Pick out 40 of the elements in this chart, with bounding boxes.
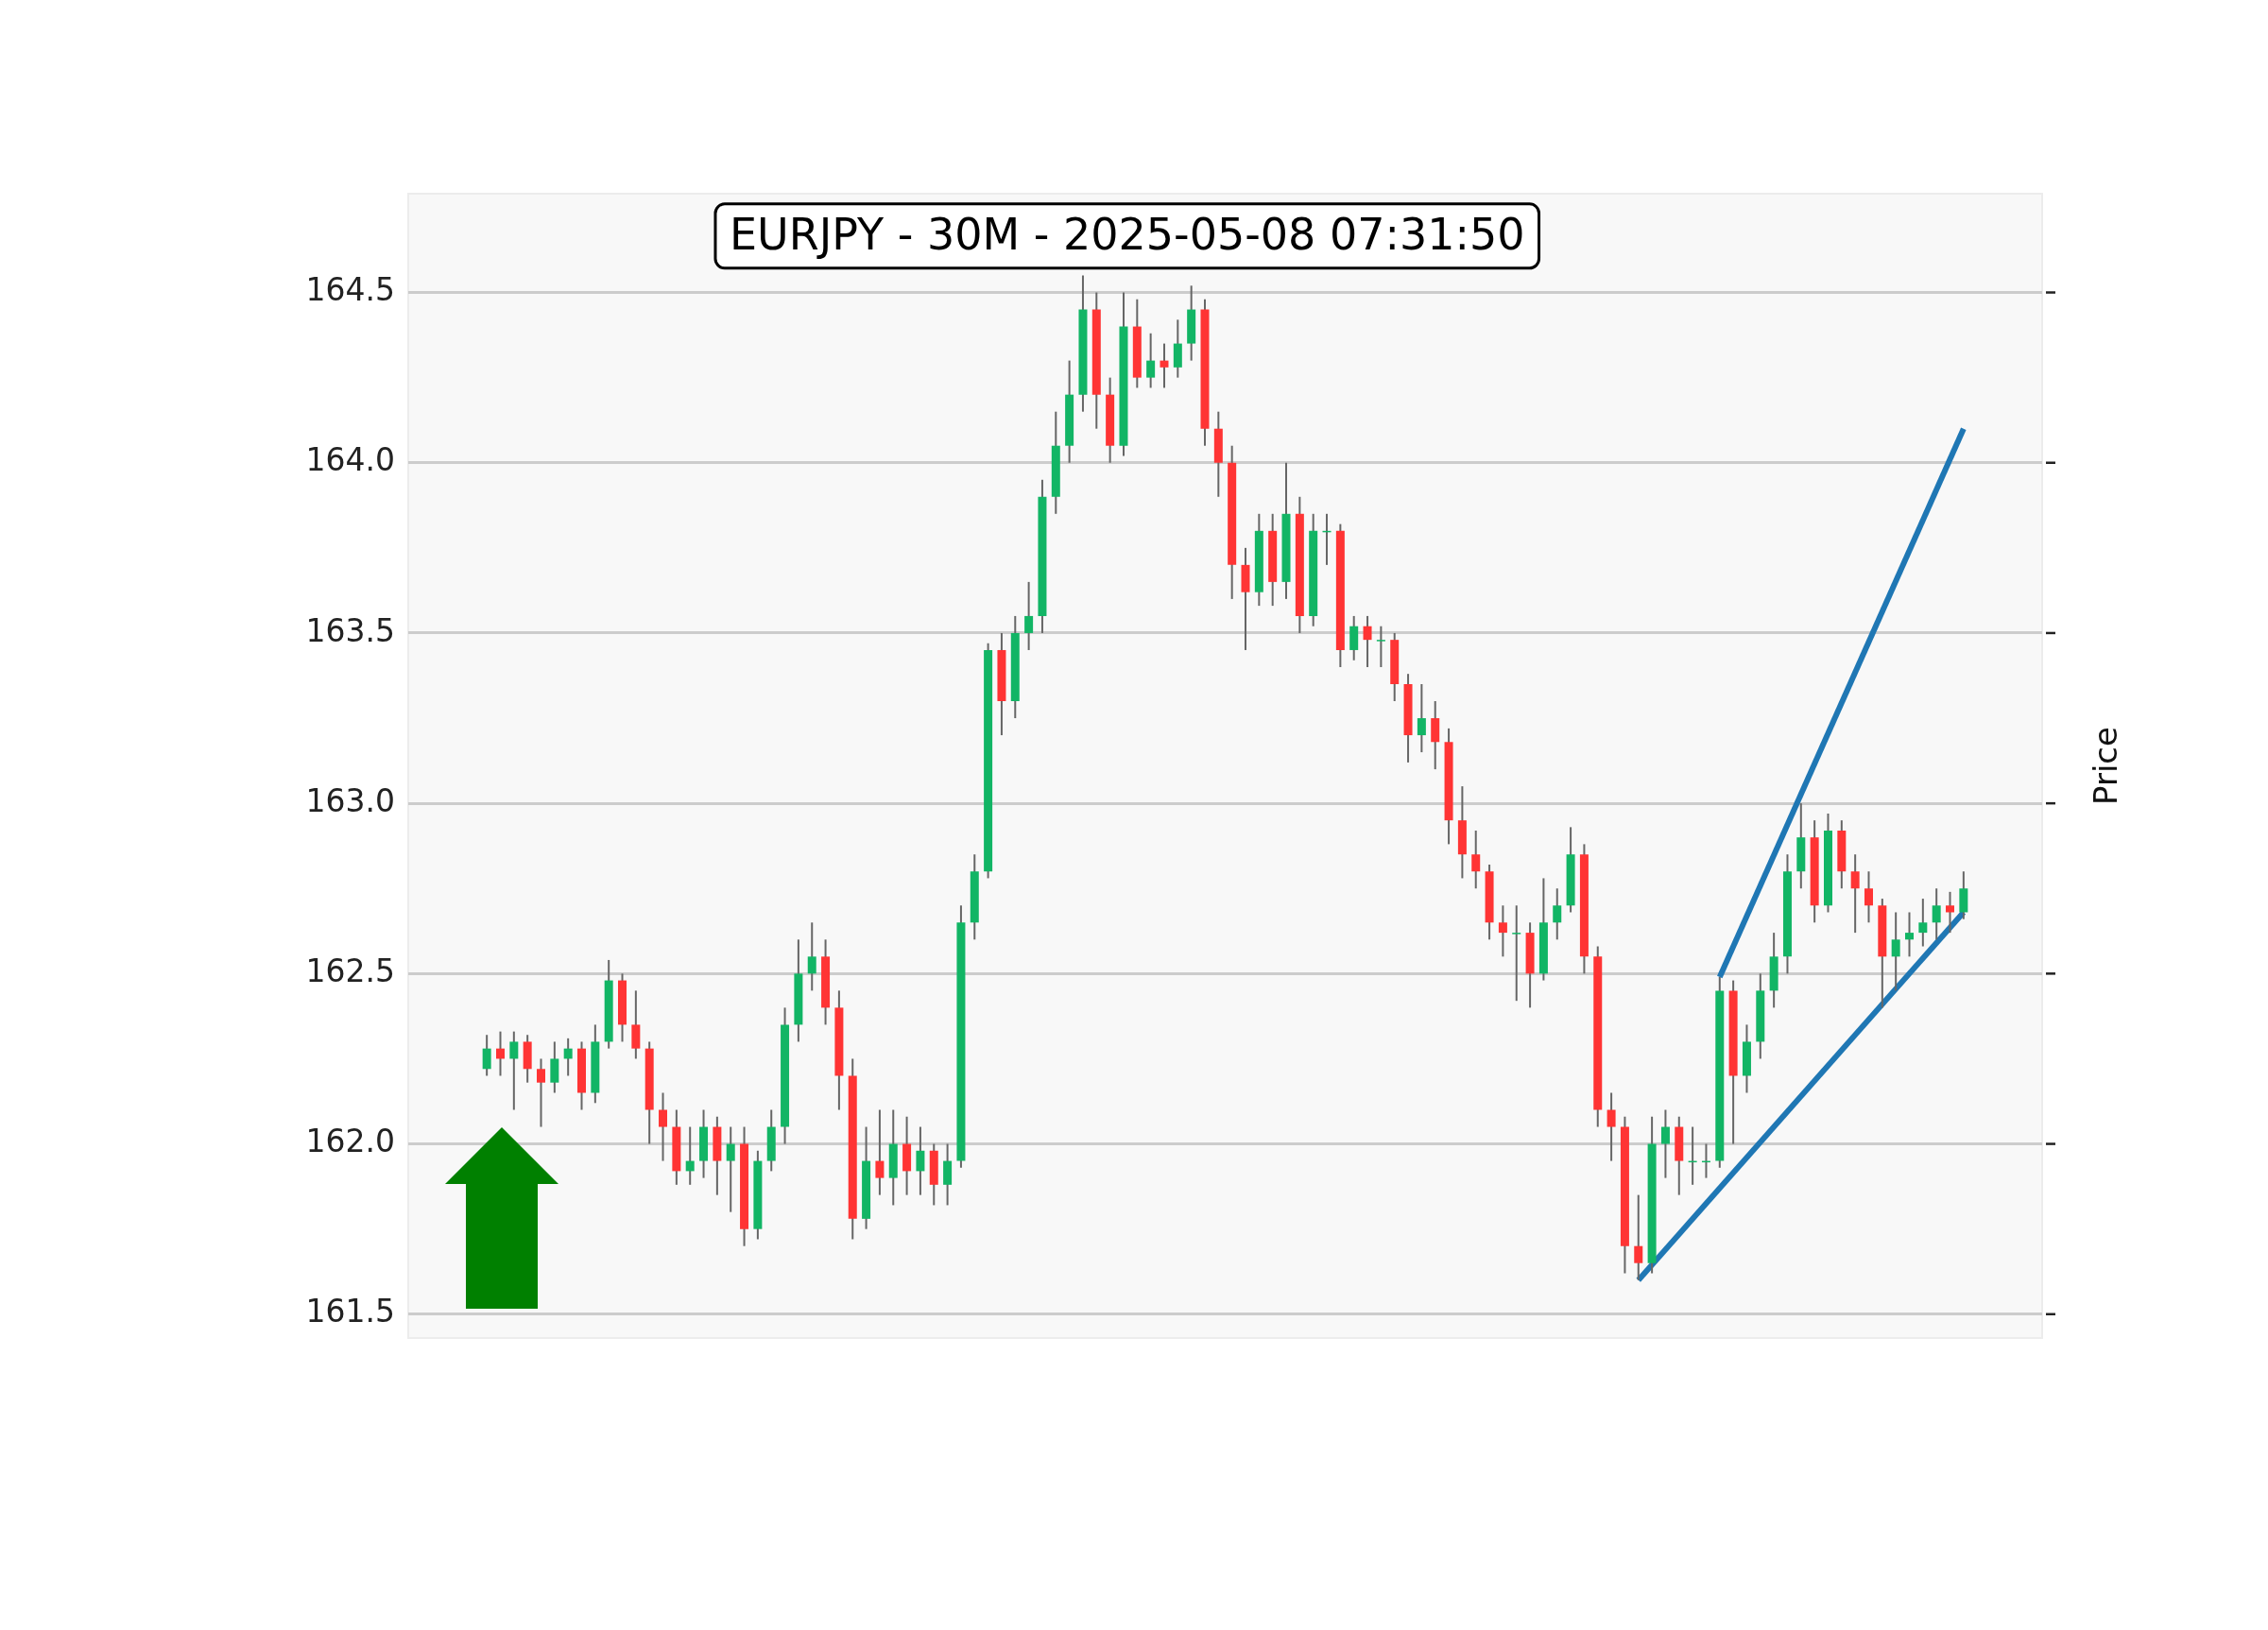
candlestick [685, 1125, 695, 1186]
candlestick [563, 1037, 573, 1077]
candlestick [537, 1057, 545, 1128]
candlestick [1905, 911, 1914, 958]
candlestick [1146, 332, 1156, 389]
candlestick [1918, 898, 1928, 948]
candlestick [1891, 911, 1900, 992]
chart-title: EURJPY - 30M - 2025-05-08 07:31:50 [729, 208, 1525, 260]
y-tick-label: 164.0 [305, 441, 395, 479]
y-tick-label: 162.0 [305, 1123, 395, 1160]
candlestick [1498, 904, 1507, 958]
candlestick [1553, 887, 1562, 941]
candlestick [1932, 887, 1941, 941]
y-axis-title: Price [2086, 727, 2124, 805]
candlestick [1946, 890, 1955, 935]
candlestick [1634, 1193, 1643, 1281]
candlestick [1864, 870, 1873, 924]
candlestick [659, 1091, 668, 1162]
candlestick [482, 1034, 491, 1077]
candlestick [916, 1125, 925, 1196]
y-tick-label: 162.5 [305, 952, 395, 989]
candlestick [1376, 625, 1385, 668]
y-tick-label: 161.5 [305, 1293, 395, 1330]
candlestick [1606, 1091, 1616, 1162]
candlestick [1363, 614, 1372, 668]
candlestick [495, 1030, 505, 1077]
candlestick [1417, 683, 1426, 754]
candlestick [1512, 904, 1521, 1003]
candlestick [1160, 342, 1169, 389]
candlestick [1471, 829, 1481, 890]
candlestick [1024, 580, 1034, 651]
candlestick [875, 1108, 885, 1196]
y-tick-label: 163.0 [305, 781, 395, 819]
candlestick [1850, 853, 1860, 935]
y-tick-label: 163.5 [305, 611, 395, 649]
candlestick [509, 1030, 519, 1111]
y-tick-label: 164.5 [305, 271, 395, 309]
candlestick [1660, 1108, 1670, 1179]
candlestick [807, 921, 816, 992]
candlestick [726, 1125, 735, 1213]
